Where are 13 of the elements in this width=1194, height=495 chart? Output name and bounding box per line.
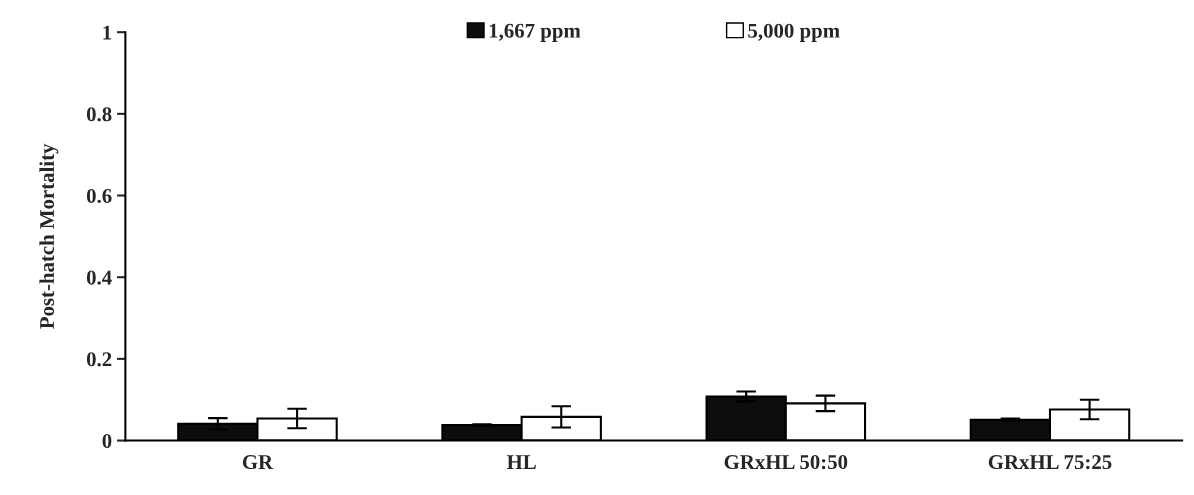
y-tick-label: 0.8 xyxy=(86,107,112,122)
x-tick-label: GR xyxy=(242,455,274,470)
y-tick-label: 0.6 xyxy=(86,188,112,204)
legend-label: 1,667 ppm xyxy=(489,23,581,43)
x-tick-label: GRxHL 75:25 xyxy=(988,455,1112,470)
y-tick-label: 0.2 xyxy=(86,352,112,367)
x-tick-label: HL xyxy=(506,455,536,469)
y-tick-label: 1 xyxy=(103,25,112,40)
y-tick-label: 0 xyxy=(102,433,112,448)
legend-label: 5,000 ppm xyxy=(748,23,840,43)
y-tick-label: 0.4 xyxy=(86,270,112,285)
y-axis-title: Post-hatch Mortality xyxy=(39,143,59,329)
x-tick-label: GRxHL 50:50 xyxy=(724,455,848,470)
